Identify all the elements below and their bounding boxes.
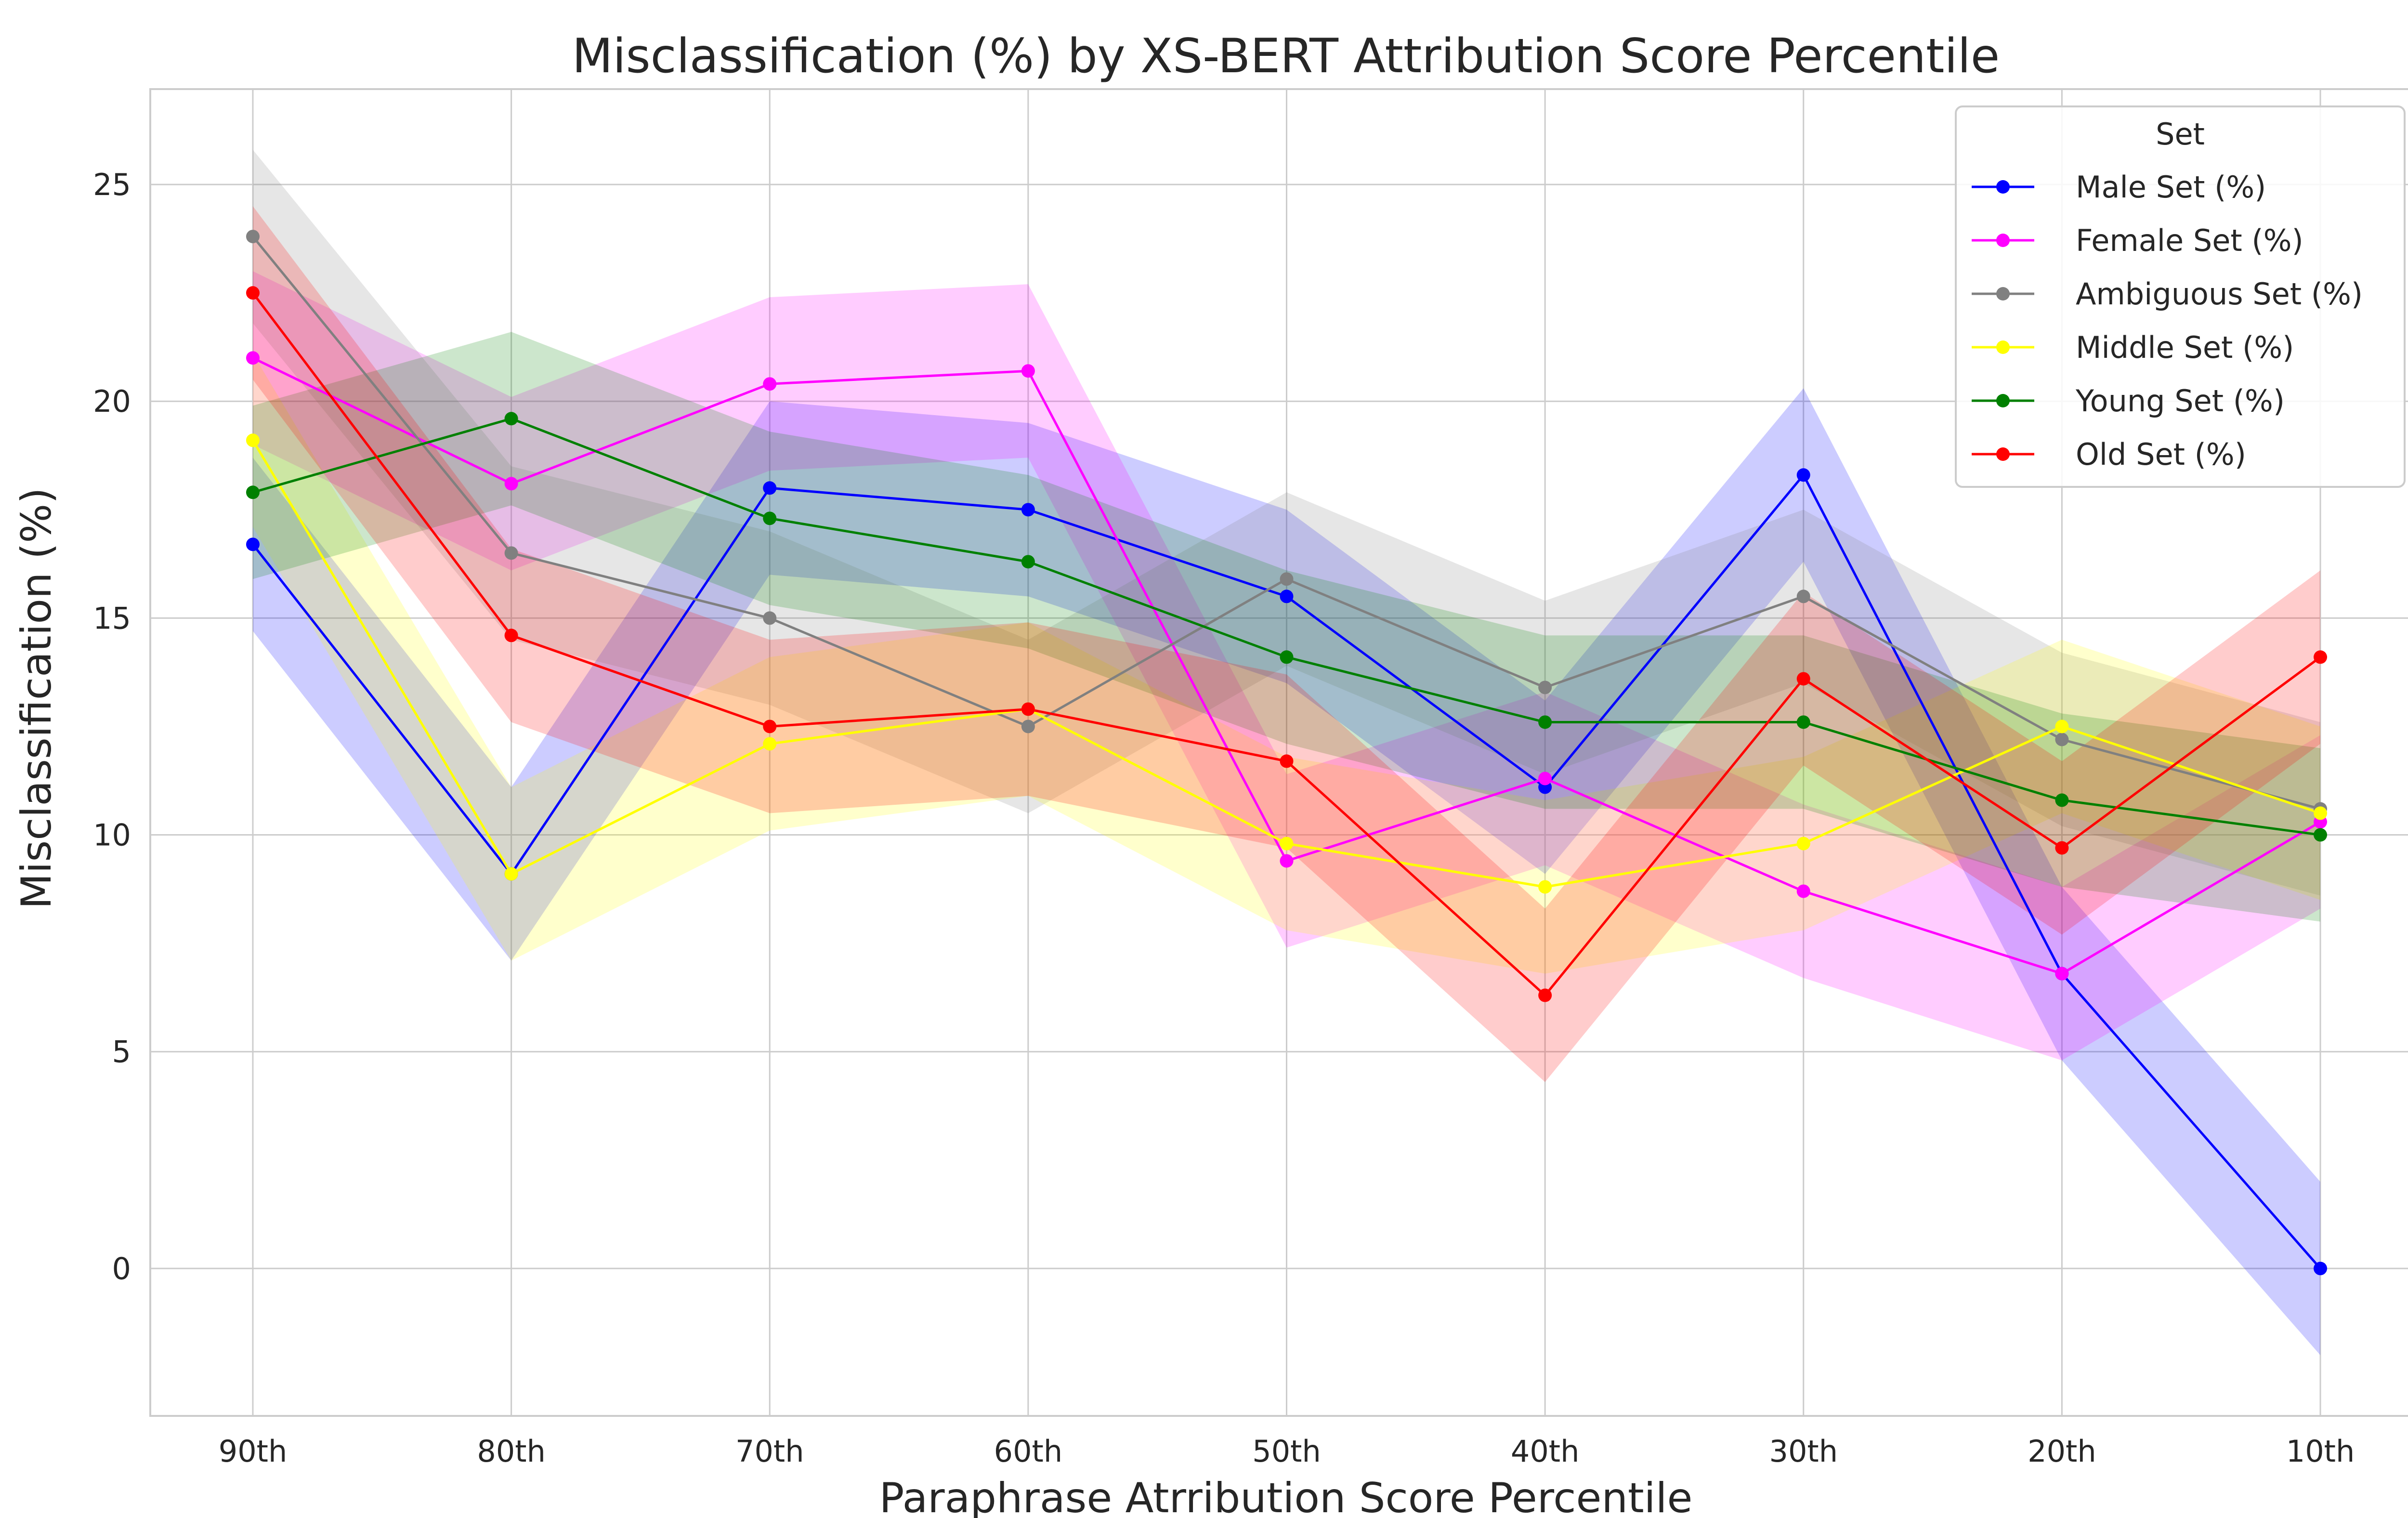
- data-point: [2055, 733, 2069, 746]
- data-point: [504, 546, 518, 560]
- data-point: [1796, 884, 1810, 898]
- data-point: [1796, 672, 1810, 686]
- data-point: [763, 511, 777, 525]
- data-point: [1280, 754, 1294, 768]
- data-point: [763, 737, 777, 751]
- legend-swatch-marker: [1996, 394, 2010, 407]
- y-tick-label: 20: [93, 384, 131, 419]
- data-point: [763, 481, 777, 495]
- series-points: [246, 230, 2327, 1275]
- data-point: [1538, 772, 1552, 785]
- legend-swatch-marker: [1996, 447, 2010, 461]
- data-point: [246, 433, 260, 447]
- x-tick-label: 60th: [994, 1434, 1063, 1469]
- legend-label: Ambiguous Set (%): [2076, 276, 2363, 312]
- data-point: [246, 351, 260, 365]
- data-point: [1280, 589, 1294, 603]
- legend-swatch-marker: [1996, 287, 2010, 301]
- data-point: [1796, 589, 1810, 603]
- x-tick-label: 90th: [219, 1434, 288, 1469]
- x-axis-label: Paraphrase Atrribution Score Percentile: [879, 1474, 1693, 1518]
- data-point: [246, 537, 260, 551]
- data-point: [1280, 854, 1294, 868]
- data-point: [1021, 503, 1035, 517]
- confidence-band: [253, 332, 2320, 922]
- data-point: [1796, 837, 1810, 851]
- x-tick-label: 40th: [1511, 1434, 1580, 1469]
- data-point: [504, 477, 518, 491]
- x-tick-label: 20th: [2028, 1434, 2096, 1469]
- data-point: [246, 286, 260, 300]
- x-tick-label: 30th: [1769, 1434, 1838, 1469]
- data-point: [2314, 806, 2327, 820]
- plot-frame: [149, 88, 2408, 1417]
- y-tick-labels: 0 5 10 15 20 25: [93, 167, 131, 1286]
- data-point: [1021, 364, 1035, 378]
- data-point: [1796, 715, 1810, 729]
- y-tick-label: 10: [93, 818, 131, 853]
- confidence-band: [253, 353, 2320, 974]
- y-tick-label: 5: [112, 1034, 131, 1070]
- legend-entries: Male Set (%) Female Set (%) Ambiguous Set …: [1972, 170, 2363, 472]
- data-point: [2055, 967, 2069, 981]
- data-point: [1280, 837, 1294, 851]
- x-tick-labels: 90th 80th 70th 60th 50th 40th 30th 20th 10th: [219, 1434, 2355, 1469]
- legend-swatch-marker: [1996, 180, 2010, 194]
- data-point: [2055, 841, 2069, 855]
- data-point: [246, 230, 260, 244]
- data-point: [1538, 880, 1552, 894]
- data-point: [1538, 988, 1552, 1002]
- data-point: [504, 628, 518, 642]
- y-axis-label: Misclassification (%): [13, 487, 61, 909]
- legend-title: Set: [2156, 117, 2205, 152]
- data-point: [2314, 828, 2327, 842]
- y-tick-label: 15: [93, 601, 131, 636]
- data-point: [763, 720, 777, 733]
- chart-title: Misclassification (%) by XS-BERT Attribu…: [572, 29, 2000, 84]
- legend: Set Male Set (%) Female Set (%) Ambiguous …: [1955, 105, 2406, 488]
- data-point: [1280, 572, 1294, 586]
- data-point: [2314, 650, 2327, 664]
- confidence-band: [253, 150, 2320, 896]
- data-point: [2055, 793, 2069, 807]
- x-tick-label: 70th: [735, 1434, 804, 1469]
- legend-box: [1955, 105, 2406, 488]
- data-point: [1021, 555, 1035, 569]
- x-tick-label: 10th: [2286, 1434, 2355, 1469]
- x-tick-label: 80th: [477, 1434, 546, 1469]
- data-point: [1280, 650, 1294, 664]
- data-point: [1538, 680, 1552, 694]
- data-point: [504, 412, 518, 426]
- data-point: [1021, 720, 1035, 733]
- data-point: [504, 867, 518, 881]
- data-point: [246, 485, 260, 499]
- data-point: [1021, 702, 1035, 716]
- legend-label: Young Set (%): [2075, 383, 2285, 419]
- data-point: [1538, 715, 1552, 729]
- legend-label: Female Set (%): [2076, 223, 2303, 258]
- data-point: [1796, 468, 1810, 482]
- legend-label: Male Set (%): [2076, 170, 2266, 205]
- data-point: [763, 611, 777, 625]
- x-tick-label: 50th: [1252, 1434, 1321, 1469]
- legend-swatch-marker: [1996, 340, 2010, 354]
- y-tick-label: 25: [93, 167, 131, 202]
- data-point: [2055, 720, 2069, 733]
- y-tick-label: 0: [112, 1251, 131, 1286]
- data-point: [763, 377, 777, 391]
- legend-label: Old Set (%): [2076, 437, 2246, 472]
- legend-label: Middle Set (%): [2076, 330, 2294, 365]
- confidence-band: [253, 271, 2320, 1060]
- data-point: [2314, 1261, 2327, 1275]
- legend-swatch-marker: [1996, 234, 2010, 247]
